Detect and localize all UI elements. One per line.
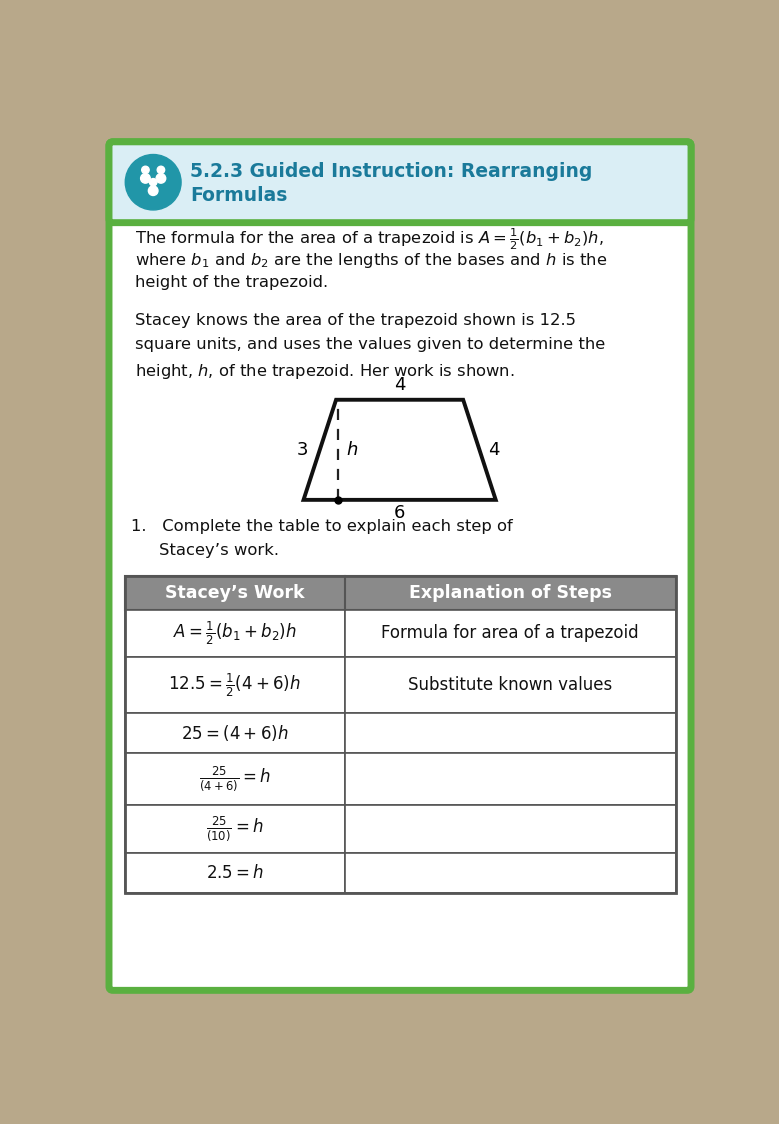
FancyBboxPatch shape [109,142,691,990]
Text: Formulas: Formulas [190,185,287,205]
Bar [125,805,345,853]
Bar [125,575,675,609]
Text: Formula for area of a trapezoid: Formula for area of a trapezoid [382,625,639,643]
Text: $12.5 = \frac{1}{2}(4 + 6)h$: $12.5 = \frac{1}{2}(4 + 6)h$ [168,671,301,699]
Text: Stacey’s Work: Stacey’s Work [165,583,305,601]
Text: 6: 6 [394,505,405,523]
Circle shape [148,185,158,196]
Circle shape [156,173,166,183]
Bar [345,805,675,853]
Text: $A = \frac{1}{2}(b_1 + b_2)h$: $A = \frac{1}{2}(b_1 + b_2)h$ [173,619,297,647]
Bar [125,658,345,713]
Text: 5.2.3 Guided Instruction: Rearranging: 5.2.3 Guided Instruction: Rearranging [190,162,593,181]
Text: $2.5 = h$: $2.5 = h$ [206,864,264,882]
Bar [125,753,345,805]
Bar [345,609,675,658]
Text: $\frac{25}{(10)} = h$: $\frac{25}{(10)} = h$ [206,815,263,843]
Text: The formula for the area of a trapezoid is $A = \frac{1}{2}(b_1 + b_2)h$,: The formula for the area of a trapezoid … [135,227,604,253]
Text: height of the trapezoid.: height of the trapezoid. [135,275,328,290]
Text: height, $h$, of the trapezoid. Her work is shown.: height, $h$, of the trapezoid. Her work … [135,362,514,381]
Bar [125,609,345,658]
FancyBboxPatch shape [109,142,691,223]
Text: Explanation of Steps: Explanation of Steps [409,583,612,601]
Text: where $b_1$ and $b_2$ are the lengths of the bases and $h$ is the: where $b_1$ and $b_2$ are the lengths of… [135,251,607,270]
Bar [345,713,675,753]
Text: 4: 4 [488,441,499,459]
Text: Stacey’s work.: Stacey’s work. [160,543,280,559]
Text: $h$: $h$ [346,441,358,459]
Text: Substitute known values: Substitute known values [408,676,612,694]
Text: 4: 4 [394,375,405,393]
Text: $\frac{25}{(4+6)} = h$: $\frac{25}{(4+6)} = h$ [199,764,271,794]
Bar [345,658,675,713]
Text: $25 = (4 + 6)h$: $25 = (4 + 6)h$ [181,723,288,743]
Circle shape [141,173,150,183]
Text: 3: 3 [297,441,308,459]
Circle shape [157,166,164,173]
Text: Stacey knows the area of the trapezoid shown is 12.5: Stacey knows the area of the trapezoid s… [135,314,576,328]
Text: 1.   Complete the table to explain each step of: 1. Complete the table to explain each st… [131,519,513,534]
Bar [345,753,675,805]
Text: square units, and uses the values given to determine the: square units, and uses the values given … [135,337,605,353]
Circle shape [150,179,157,185]
Circle shape [142,166,149,173]
Circle shape [125,154,181,210]
Bar [125,575,675,892]
Bar [125,713,345,753]
Bar [125,853,345,892]
Bar [345,853,675,892]
